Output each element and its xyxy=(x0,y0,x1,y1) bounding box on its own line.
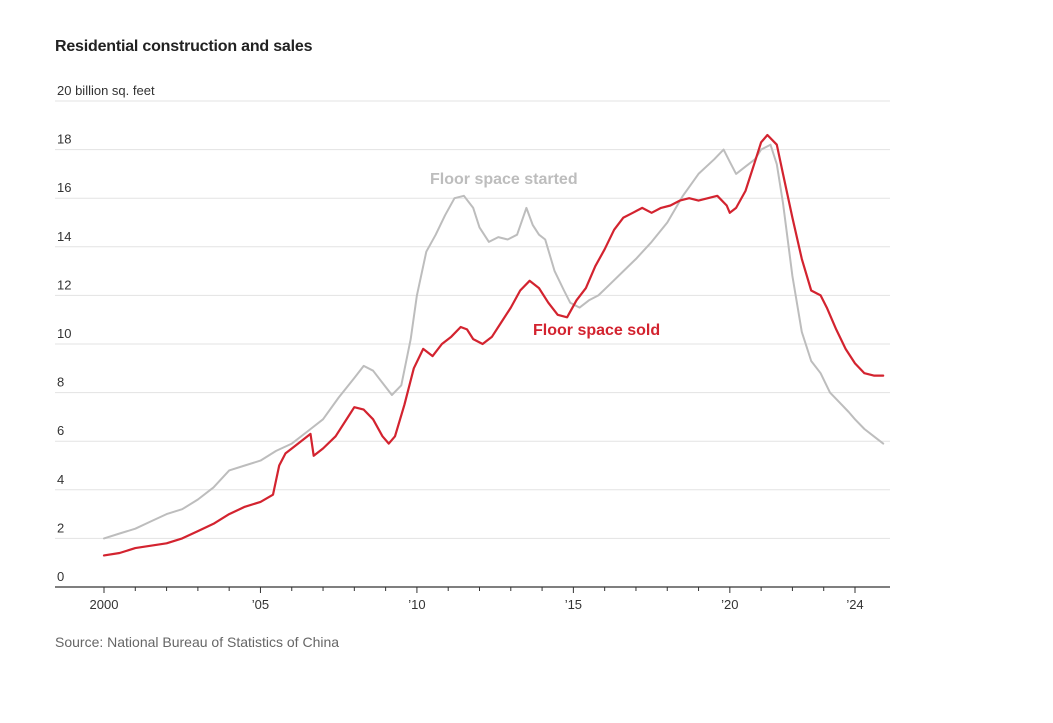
source-note: Source: National Bureau of Statistics of… xyxy=(55,634,340,650)
y-tick-label: 8 xyxy=(57,375,64,390)
x-tick-label: ’15 xyxy=(565,597,582,612)
series-lines xyxy=(102,133,885,557)
y-axis-labels: 0 2 4 6 8 10 12 14 16 18 20 billion sq. feet xyxy=(57,83,155,584)
x-tick-label: 2000 xyxy=(90,597,119,612)
series-label-floor-space-sold: Floor space sold xyxy=(533,322,660,339)
chart-title: Residential construction and sales xyxy=(55,38,313,55)
y-tick-label: 10 xyxy=(57,326,71,341)
x-tick-label: ’20 xyxy=(721,597,738,612)
y-tick-label: 14 xyxy=(57,229,71,244)
y-tick-label: 18 xyxy=(57,132,71,147)
y-tick-label: 0 xyxy=(57,569,64,584)
gridlines xyxy=(55,100,890,539)
y-tick-label: 20 billion sq. feet xyxy=(57,83,155,98)
series-label-floor-space-started: Floor space started xyxy=(430,171,578,188)
x-tick-label: ’10 xyxy=(408,597,425,612)
x-axis-labels: 2000 ’05 ’10 ’15 ’20 ’24 xyxy=(90,597,864,612)
series-annotations: Floor space started Floor space sold xyxy=(430,171,660,339)
y-tick-label: 16 xyxy=(57,180,71,195)
y-tick-label: 12 xyxy=(57,277,71,292)
x-tick-label: ’05 xyxy=(252,597,269,612)
x-tick-label: ’24 xyxy=(846,597,863,612)
y-tick-label: 2 xyxy=(57,520,64,535)
series-line-floor-space-sold xyxy=(102,133,885,557)
y-tick-label: 4 xyxy=(57,472,64,487)
y-tick-label: 6 xyxy=(57,423,64,438)
x-axis xyxy=(55,586,890,593)
series-line-floor-space-started xyxy=(103,143,885,540)
